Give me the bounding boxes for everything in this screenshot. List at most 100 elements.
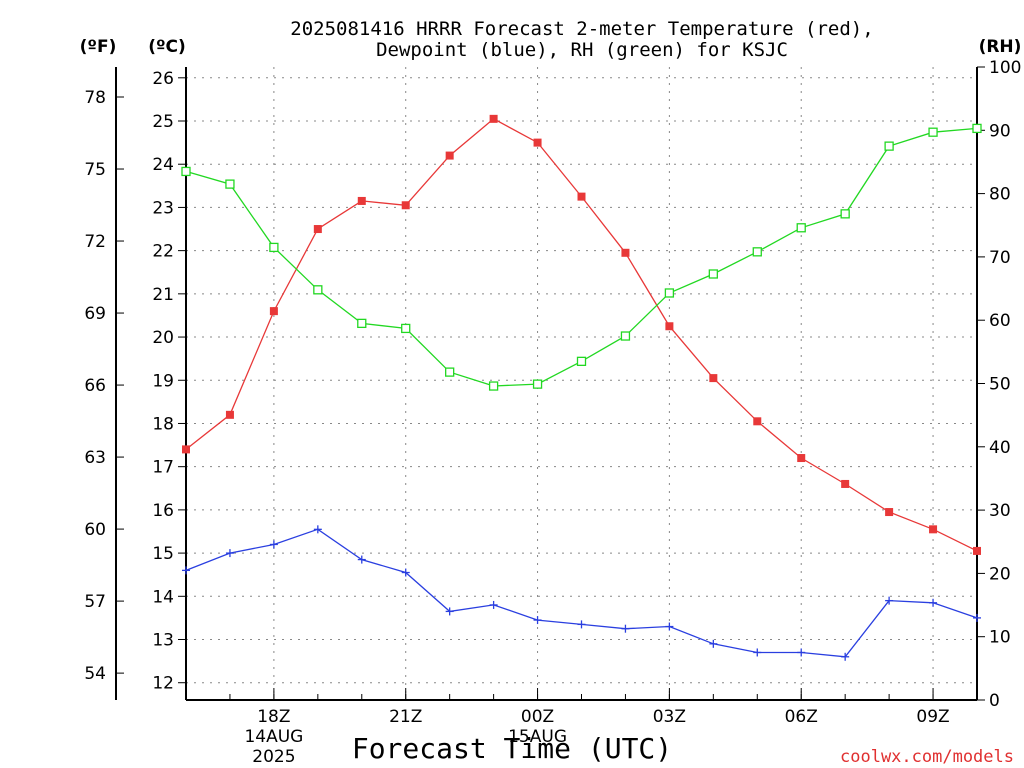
dewpoint-point <box>357 555 366 564</box>
rh-point <box>225 179 235 189</box>
celsius-tick-label: 17 <box>152 458 174 478</box>
temperature-point <box>885 508 894 517</box>
celsius-tick-label: 20 <box>152 328 174 348</box>
celsius-tick-label: 13 <box>152 631 174 651</box>
dewpoint-point <box>753 648 762 657</box>
celsius-tick-label: 21 <box>152 285 174 305</box>
rh-tick-label: 40 <box>989 438 1011 458</box>
axes-layer: 12 13 14 15 16 17 18 19 20 21 22 23 24 25 26 54 57 60 63 66… <box>84 58 1021 767</box>
dewpoint-point <box>225 549 234 558</box>
rh-point <box>928 127 938 137</box>
rh-point <box>664 288 675 298</box>
celsius-tick-label: 24 <box>152 155 174 175</box>
temperature-point <box>797 454 806 463</box>
chart-subtitle: Dewpoint (blue), RH (green) for KSJC <box>376 39 788 61</box>
rh-point <box>884 141 894 151</box>
x-tick-sublabel: 15AUG <box>508 727 567 747</box>
dewpoint-line <box>185 528 978 658</box>
rh-point <box>576 356 587 366</box>
celsius-tick-label: 19 <box>152 371 174 391</box>
dewpoint-point <box>401 568 410 577</box>
dewpoint-point <box>182 566 190 575</box>
x-tick-label: 21Z <box>389 707 422 727</box>
credit-text: coolwx.com/models <box>840 747 1014 767</box>
dewpoint-point <box>269 540 278 549</box>
dewpoint-point <box>621 624 630 633</box>
rh-tick-label: 0 <box>989 691 1000 711</box>
dewpoint-point <box>489 600 498 609</box>
dewpoint-point <box>577 620 586 629</box>
chart-title: 2025081416 HRRR Forecast 2-meter Tempera… <box>290 18 873 40</box>
celsius-tick-label: 12 <box>152 674 174 694</box>
label-layer: 2025081416 HRRR Forecast 2-meter Tempera… <box>80 18 1022 767</box>
rh-point <box>972 123 982 134</box>
temperature-point <box>445 151 454 160</box>
temperature-point <box>489 114 498 123</box>
temperature-point <box>401 201 410 210</box>
fahrenheit-tick-label: 78 <box>84 88 106 108</box>
celsius-tick-label: 15 <box>152 544 174 564</box>
x-tick-label: 00Z <box>521 707 554 727</box>
fahrenheit-tick-label: 54 <box>84 664 106 684</box>
fahrenheit-axis-label: (ºF) <box>80 37 117 57</box>
temperature-point <box>269 307 278 316</box>
temperature-point <box>182 445 190 454</box>
dewpoint-point <box>929 598 938 607</box>
celsius-tick-label: 25 <box>152 112 174 132</box>
rh-tick-label: 60 <box>989 311 1011 331</box>
rh-point <box>401 323 411 334</box>
x-tick-label: 09Z <box>916 707 949 727</box>
fahrenheit-tick-label: 75 <box>84 160 106 180</box>
dewpoint-point <box>533 616 542 625</box>
fahrenheit-tick-label: 66 <box>84 376 106 396</box>
fahrenheit-tick-label: 57 <box>84 592 106 612</box>
dewpoint-point <box>313 525 322 534</box>
temperature-point <box>533 138 542 147</box>
dewpoint-point <box>797 648 806 657</box>
temperature-point <box>841 479 850 488</box>
rh-axis-label: (RH) <box>979 37 1022 57</box>
rh-tick-label: 100 <box>989 58 1021 78</box>
temperature-point <box>753 417 762 426</box>
celsius-tick-label: 22 <box>152 242 174 262</box>
grid-layer <box>186 67 977 700</box>
temperature-point <box>973 546 981 555</box>
rh-point <box>752 247 762 257</box>
x-axis-title: Forecast Time (UTC) <box>352 732 672 765</box>
rh-point <box>840 209 850 219</box>
rh-point <box>488 381 499 391</box>
rh-point <box>796 223 806 233</box>
celsius-tick-label: 16 <box>152 501 174 521</box>
rh-line <box>185 127 978 387</box>
temperature-line <box>185 118 978 552</box>
rh-point <box>532 379 543 389</box>
celsius-tick-label: 18 <box>152 414 174 434</box>
rh-point <box>313 285 323 295</box>
rh-tick-label: 20 <box>989 564 1011 584</box>
temperature-point <box>709 374 718 383</box>
temperature-point <box>577 192 586 201</box>
rh-tick-label: 50 <box>989 375 1011 395</box>
rh-point <box>357 318 367 329</box>
temperature-point <box>621 248 630 257</box>
temperature-point <box>929 525 938 534</box>
rh-tick-label: 70 <box>989 248 1011 268</box>
temperature-point <box>225 410 234 419</box>
fahrenheit-tick-label: 60 <box>84 520 106 540</box>
temperature-point <box>357 196 366 205</box>
fahrenheit-tick-label: 63 <box>84 448 106 468</box>
x-tick-label: 03Z <box>653 707 686 727</box>
rh-point <box>708 269 718 279</box>
x-tick-label: 18Z <box>257 707 290 727</box>
dewpoint-point <box>885 596 894 605</box>
celsius-axis-label: (ºC) <box>148 37 186 57</box>
celsius-tick-label: 23 <box>152 198 174 218</box>
series-layer <box>181 114 982 661</box>
dewpoint-point <box>973 613 981 622</box>
dewpoint-point <box>841 652 850 661</box>
rh-tick-label: 90 <box>989 121 1011 141</box>
rh-point <box>620 331 631 341</box>
rh-tick-label: 30 <box>989 501 1011 521</box>
